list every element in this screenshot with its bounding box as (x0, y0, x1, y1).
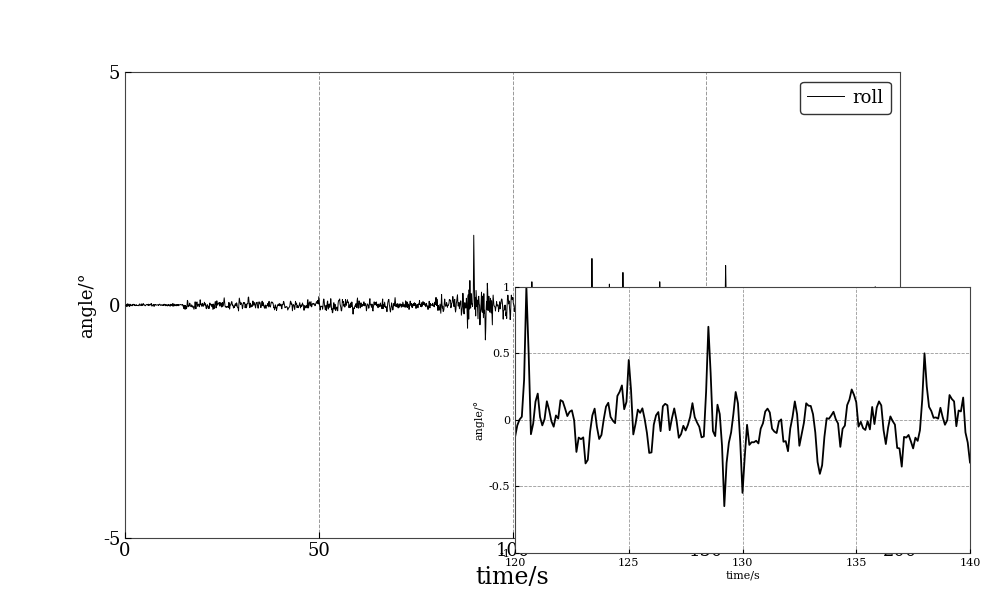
roll (894, 301, 906, 309)
roll (468, 231, 480, 239)
roll (758, 307, 770, 314)
roll (119, 300, 131, 307)
roll (407, 301, 419, 309)
roll (161, 301, 173, 309)
roll (586, 288, 598, 295)
roll (188, 306, 200, 313)
Legend: roll: roll (800, 82, 891, 114)
X-axis label: time/s: time/s (476, 566, 549, 589)
Y-axis label: angle/°: angle/° (78, 272, 96, 338)
Y-axis label: angle/°: angle/° (474, 400, 484, 440)
roll (136, 302, 148, 309)
X-axis label: time/s: time/s (725, 570, 760, 580)
Line: roll: roll (125, 235, 900, 340)
roll (479, 336, 491, 344)
